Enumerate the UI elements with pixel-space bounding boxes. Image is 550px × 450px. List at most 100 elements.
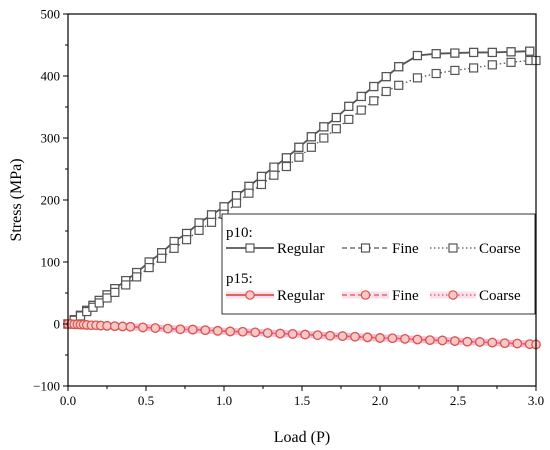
legend-label: Fine xyxy=(392,288,419,304)
data-point xyxy=(206,217,217,227)
data-point xyxy=(487,337,498,348)
legend-item: Regular xyxy=(226,241,324,257)
x-tick-label: 3.0 xyxy=(528,393,544,408)
data-point xyxy=(188,324,198,335)
data-point xyxy=(281,161,291,172)
data-point xyxy=(306,132,316,142)
data-point xyxy=(237,326,248,337)
data-point xyxy=(163,323,173,334)
data-point xyxy=(169,243,179,253)
data-point xyxy=(110,321,120,331)
data-point xyxy=(350,331,360,342)
x-tick-label: 2.0 xyxy=(372,393,388,408)
x-tick-label: 0.5 xyxy=(138,393,154,408)
data-point xyxy=(487,60,497,70)
data-point xyxy=(499,338,510,349)
data-point xyxy=(262,328,273,338)
data-point xyxy=(506,57,516,67)
data-point xyxy=(431,49,441,59)
data-point xyxy=(412,50,423,61)
data-point xyxy=(175,324,186,335)
data-point xyxy=(275,328,285,339)
data-point xyxy=(525,46,535,56)
data-point xyxy=(448,290,458,300)
x-tick-label: 0.0 xyxy=(60,393,76,408)
data-point xyxy=(231,191,242,201)
data-point xyxy=(387,333,398,344)
data-point xyxy=(294,142,304,152)
data-point xyxy=(469,63,479,73)
data-point xyxy=(110,287,120,297)
data-point xyxy=(356,91,366,102)
y-tick-label: 0 xyxy=(54,317,61,332)
data-point xyxy=(300,329,310,340)
series-layer xyxy=(63,46,541,350)
y-axis-title: Stress (MPa) xyxy=(8,158,25,241)
y-tick-label: −100 xyxy=(33,379,60,394)
data-point xyxy=(212,326,223,336)
data-point xyxy=(194,218,204,228)
data-point xyxy=(412,73,423,83)
data-point xyxy=(448,243,458,253)
legend-label: Coarse xyxy=(479,241,521,257)
legend-label: Regular xyxy=(277,241,324,257)
data-point xyxy=(281,153,291,163)
data-point xyxy=(325,330,335,341)
data-point xyxy=(312,330,323,340)
data-point xyxy=(245,243,255,253)
data-point xyxy=(462,336,473,347)
data-point xyxy=(369,96,379,106)
data-point xyxy=(287,329,298,339)
data-point xyxy=(269,170,279,180)
data-point xyxy=(431,68,441,79)
data-point xyxy=(102,321,112,331)
data-point xyxy=(125,321,136,332)
legend-item: Coarse xyxy=(430,241,521,257)
data-point xyxy=(245,290,255,300)
y-tick-label: 100 xyxy=(41,255,61,270)
data-point xyxy=(425,335,435,345)
data-point xyxy=(394,80,404,90)
data-point xyxy=(138,322,148,333)
y-tick-label: 200 xyxy=(41,193,61,208)
data-point xyxy=(437,335,448,346)
x-tick-label: 1.0 xyxy=(216,393,232,408)
data-point xyxy=(294,152,304,162)
legend-box xyxy=(221,213,536,315)
legend-group-title: p15: xyxy=(226,271,253,287)
data-point xyxy=(331,124,341,134)
data-point xyxy=(487,47,497,58)
ticks-layer: 0.0 0.5 1.0 1.5 2.0 2.5 3.0 −100 0 100 200 300 400 50… xyxy=(33,7,544,409)
data-point xyxy=(194,225,204,235)
series-line xyxy=(67,59,536,325)
data-point xyxy=(269,162,279,172)
data-point xyxy=(362,332,373,343)
data-point xyxy=(150,323,161,333)
data-point xyxy=(381,72,391,82)
series-p15-coarse xyxy=(63,319,541,350)
data-point xyxy=(206,210,217,220)
data-point xyxy=(360,243,371,253)
data-point xyxy=(331,112,341,123)
data-point xyxy=(256,179,267,190)
legend-label: Fine xyxy=(392,241,419,257)
data-point xyxy=(132,272,142,282)
data-point xyxy=(512,338,523,349)
data-point xyxy=(225,326,236,337)
data-point xyxy=(144,262,154,273)
data-point xyxy=(412,334,423,345)
data-point xyxy=(450,65,460,76)
data-point xyxy=(400,334,410,344)
legend: p10: Regular Fine Coarse p15: Regular Fine Coar… xyxy=(221,213,536,315)
data-point xyxy=(450,336,460,346)
data-point xyxy=(157,253,167,263)
x-tick-label: 1.5 xyxy=(294,393,310,408)
data-point xyxy=(475,337,485,347)
data-point xyxy=(337,331,348,341)
data-point xyxy=(381,86,391,97)
legend-item: Coarse xyxy=(430,288,521,304)
data-point xyxy=(394,62,404,72)
data-point xyxy=(369,81,379,92)
legend-label: Coarse xyxy=(479,288,521,304)
legend-item: Regular xyxy=(226,288,324,304)
